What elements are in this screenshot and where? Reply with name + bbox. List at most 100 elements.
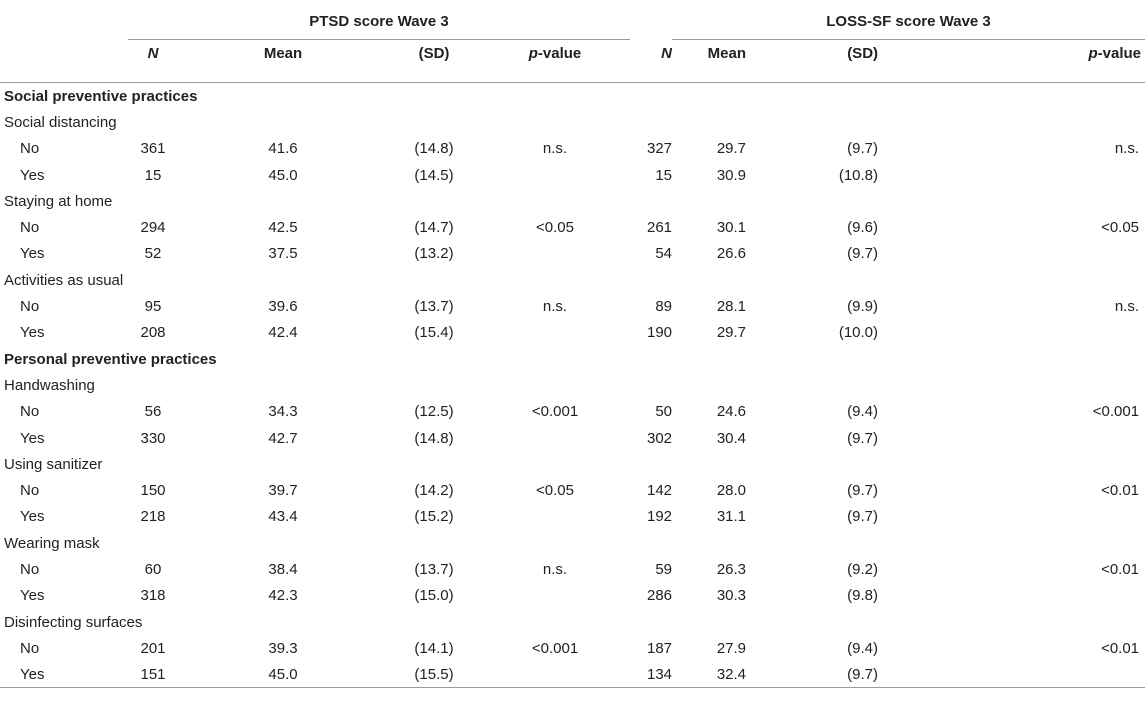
ptsd-n: 294 xyxy=(140,219,166,237)
variable-name: Wearing mask xyxy=(4,534,100,552)
variable-row: Disinfecting surfaces xyxy=(0,609,1145,635)
loss-sd: (10.8) xyxy=(838,166,879,184)
ptsd-mean: 42.3 xyxy=(268,587,298,605)
variable-row: Social distancing xyxy=(0,109,1145,135)
loss-p-value xyxy=(886,320,1145,346)
ptsd-n: 201 xyxy=(140,639,166,657)
ptsd-n: 150 xyxy=(140,482,166,500)
level-label: Yes xyxy=(20,324,45,342)
loss-sd: (9.7) xyxy=(847,429,879,447)
ptsd-n: 60 xyxy=(144,560,162,578)
ptsd-p-value: n.s. xyxy=(542,298,568,316)
table-row: Yes 318 42.3 (15.0) 286 30.3 (9.8) xyxy=(0,583,1145,609)
loss-mean: 30.1 xyxy=(716,219,747,237)
ptsd-sd: (14.8) xyxy=(414,429,454,447)
loss-mean: 27.9 xyxy=(716,639,747,657)
ptsd-mean: 42.7 xyxy=(268,429,298,447)
ptsd-sd: (15.2) xyxy=(414,508,454,526)
ptsd-p-value: n.s. xyxy=(542,140,568,158)
loss-sd: (9.4) xyxy=(847,403,879,421)
ptsd-mean: 45.0 xyxy=(268,665,298,683)
col-header-loss-sd: (SD) xyxy=(847,45,879,63)
level-label: Yes xyxy=(20,665,45,683)
ptsd-mean: 42.5 xyxy=(268,219,298,237)
loss-p-value xyxy=(886,662,1145,688)
table-row: Yes 151 45.0 (15.5) 134 32.4 (9.7) xyxy=(0,662,1145,688)
level-label: No xyxy=(20,298,40,316)
column-header-row: N Mean (SD) p-value N Mean (SD) p-value xyxy=(0,40,1145,83)
loss-p-value xyxy=(886,583,1145,609)
group-underline-row xyxy=(0,38,1145,40)
loss-n: 134 xyxy=(646,665,673,683)
variable-name: Social distancing xyxy=(4,113,117,131)
ptsd-n: 56 xyxy=(144,403,162,421)
variable-name: Using sanitizer xyxy=(4,455,103,473)
ptsd-n: 52 xyxy=(144,245,162,263)
loss-n: 327 xyxy=(646,140,673,158)
col-header-ptsd-mean: Mean xyxy=(263,45,303,63)
loss-sd: (9.8) xyxy=(847,587,879,605)
variable-name: Handwashing xyxy=(4,376,95,394)
loss-n: 59 xyxy=(655,560,673,578)
ptsd-n: 95 xyxy=(144,298,162,316)
variable-row: Handwashing xyxy=(0,372,1145,398)
ptsd-mean: 42.4 xyxy=(268,324,298,342)
loss-n: 50 xyxy=(655,403,673,421)
loss-p-value: n.s. xyxy=(1114,140,1140,158)
ptsd-n: 151 xyxy=(140,665,166,683)
ptsd-n: 15 xyxy=(144,166,162,184)
col-header-ptsd-sd: (SD) xyxy=(418,45,450,63)
ptsd-n: 330 xyxy=(140,429,166,447)
table-row: No 95 39.6 (13.7) n.s. 89 28.1 (9.9) n.s. xyxy=(0,293,1145,319)
loss-p-value: <0.01 xyxy=(1101,482,1140,500)
level-label: No xyxy=(20,639,40,657)
variable-name: Activities as usual xyxy=(4,271,124,289)
level-label: No xyxy=(20,219,40,237)
loss-n: 192 xyxy=(646,508,673,526)
level-label: No xyxy=(20,482,40,500)
col-header-ptsd-p: p-value xyxy=(528,45,582,63)
ptsd-sd: (14.8) xyxy=(414,140,454,158)
loss-p-value: n.s. xyxy=(1114,298,1140,316)
loss-mean: 30.9 xyxy=(716,166,747,184)
loss-n: 302 xyxy=(646,429,673,447)
section-row: Social preventive practices xyxy=(0,83,1145,109)
ptsd-p-value: <0.05 xyxy=(536,482,574,500)
ptsd-p-value xyxy=(480,425,630,451)
table-row: Yes 330 42.7 (14.8) 302 30.4 (9.7) xyxy=(0,425,1145,451)
ptsd-mean: 41.6 xyxy=(268,140,298,158)
loss-mean: 24.6 xyxy=(716,403,747,421)
loss-p-value xyxy=(886,504,1145,530)
ptsd-sd: (15.0) xyxy=(414,587,454,605)
ptsd-sd: (14.1) xyxy=(414,639,454,657)
loss-sd: (9.7) xyxy=(847,665,879,683)
ptsd-mean: 43.4 xyxy=(268,508,298,526)
ptsd-n: 218 xyxy=(140,508,166,526)
table-row: Yes 15 45.0 (14.5) 15 30.9 (10.8) xyxy=(0,162,1145,188)
group-underline-loss xyxy=(672,38,1145,40)
ptsd-mean: 45.0 xyxy=(268,166,298,184)
loss-n: 187 xyxy=(646,639,673,657)
ptsd-sd: (15.5) xyxy=(414,665,454,683)
ptsd-p-value: <0.05 xyxy=(536,219,574,237)
ptsd-p-value: <0.001 xyxy=(531,403,579,421)
table-row: Yes 208 42.4 (15.4) 190 29.7 (10.0) xyxy=(0,320,1145,346)
variable-name: Disinfecting surfaces xyxy=(4,613,143,631)
loss-mean: 28.1 xyxy=(716,298,747,316)
loss-n: 142 xyxy=(646,482,673,500)
variable-row: Activities as usual xyxy=(0,267,1145,293)
ptsd-sd: (14.7) xyxy=(414,219,454,237)
loss-n: 190 xyxy=(646,324,673,342)
level-label: Yes xyxy=(20,166,45,184)
ptsd-sd: (13.7) xyxy=(414,298,454,316)
level-label: No xyxy=(20,140,40,158)
ptsd-p-value xyxy=(480,320,630,346)
ptsd-p-value xyxy=(480,162,630,188)
variable-row: Wearing mask xyxy=(0,530,1145,556)
loss-n: 261 xyxy=(646,219,673,237)
level-label: Yes xyxy=(20,508,45,526)
ptsd-p-value xyxy=(480,583,630,609)
bottom-rule xyxy=(0,687,1145,689)
loss-sd: (9.7) xyxy=(847,482,879,500)
loss-mean: 31.1 xyxy=(716,508,747,526)
